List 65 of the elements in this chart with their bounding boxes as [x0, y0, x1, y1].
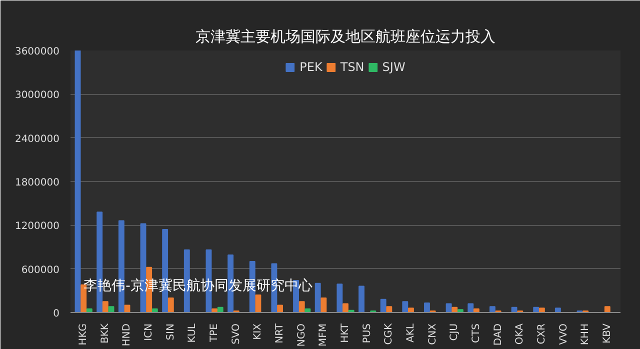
bar — [452, 306, 458, 312]
bar — [358, 286, 364, 312]
bar — [124, 304, 130, 312]
x-tick-label: SIN — [165, 323, 176, 340]
bar — [538, 308, 545, 312]
bar — [604, 306, 610, 312]
x-tick-label: NGO — [296, 323, 308, 347]
y-tick-label: 0 — [53, 308, 60, 320]
bar — [402, 301, 408, 312]
y-tick-label: 2400000 — [14, 134, 60, 145]
bar — [74, 50, 81, 312]
bar — [320, 297, 327, 312]
bar — [168, 297, 174, 312]
x-tick-label: HKT — [340, 322, 351, 343]
x-tick-label: CGK — [384, 323, 395, 345]
legend-label: PEK — [300, 60, 322, 74]
x-tick-label: AKL — [405, 323, 416, 342]
bar — [298, 301, 305, 312]
bar — [314, 282, 321, 312]
x-tick-label: ICN — [144, 323, 155, 341]
bar — [102, 301, 108, 312]
bar — [457, 309, 464, 312]
legend-label: SJW — [382, 60, 406, 74]
y-tick-label: 3600000 — [14, 46, 60, 58]
x-tick-label: NRT — [274, 322, 286, 344]
x-tick-label: KHH — [580, 323, 592, 346]
x-tick-label: MFM — [318, 323, 330, 347]
x-tick-label: CTS — [470, 323, 482, 343]
bar — [446, 303, 452, 312]
x-tick-label: BKK — [100, 323, 111, 344]
x-tick-label: OKA — [514, 323, 526, 345]
bar — [380, 298, 386, 312]
bar — [533, 306, 540, 312]
x-tick-label: CJU — [449, 323, 460, 341]
x-tick-label: KIX — [252, 323, 264, 340]
x-tick-label: VVO — [558, 323, 570, 345]
bar — [342, 303, 348, 312]
bar — [255, 294, 262, 312]
x-tick-label: SVO — [230, 323, 242, 344]
bar — [424, 302, 430, 312]
bar — [217, 306, 224, 312]
x-tick-label: CNX — [427, 323, 438, 345]
y-tick-label: 3000000 — [14, 90, 60, 102]
x-tick-label: HKG — [78, 324, 90, 346]
x-tick-label: KBV — [602, 323, 613, 344]
bar — [108, 306, 114, 312]
x-tick-label: PUS — [362, 323, 373, 344]
chart-title: 京津冀主要机场国际及地区航班座位运力投入 — [196, 28, 496, 46]
bar — [386, 306, 392, 312]
bar — [336, 284, 343, 312]
x-tick-label: KUL — [187, 323, 198, 343]
bar — [277, 304, 283, 312]
bar — [489, 306, 496, 312]
x-tick-label: CXR — [536, 323, 548, 344]
legend-label: TSN — [340, 60, 364, 74]
y-tick-label: 1200000 — [14, 221, 60, 232]
x-tick-label: TPE — [209, 323, 220, 343]
y-tick-label: 600000 — [21, 264, 60, 276]
bar — [511, 306, 518, 312]
y-tick-label: 1800000 — [14, 178, 60, 188]
bar — [554, 308, 561, 312]
x-tick-label: DAD — [492, 323, 504, 346]
bar — [468, 303, 474, 312]
bar — [408, 308, 414, 312]
x-tick-label: HND — [122, 323, 133, 346]
